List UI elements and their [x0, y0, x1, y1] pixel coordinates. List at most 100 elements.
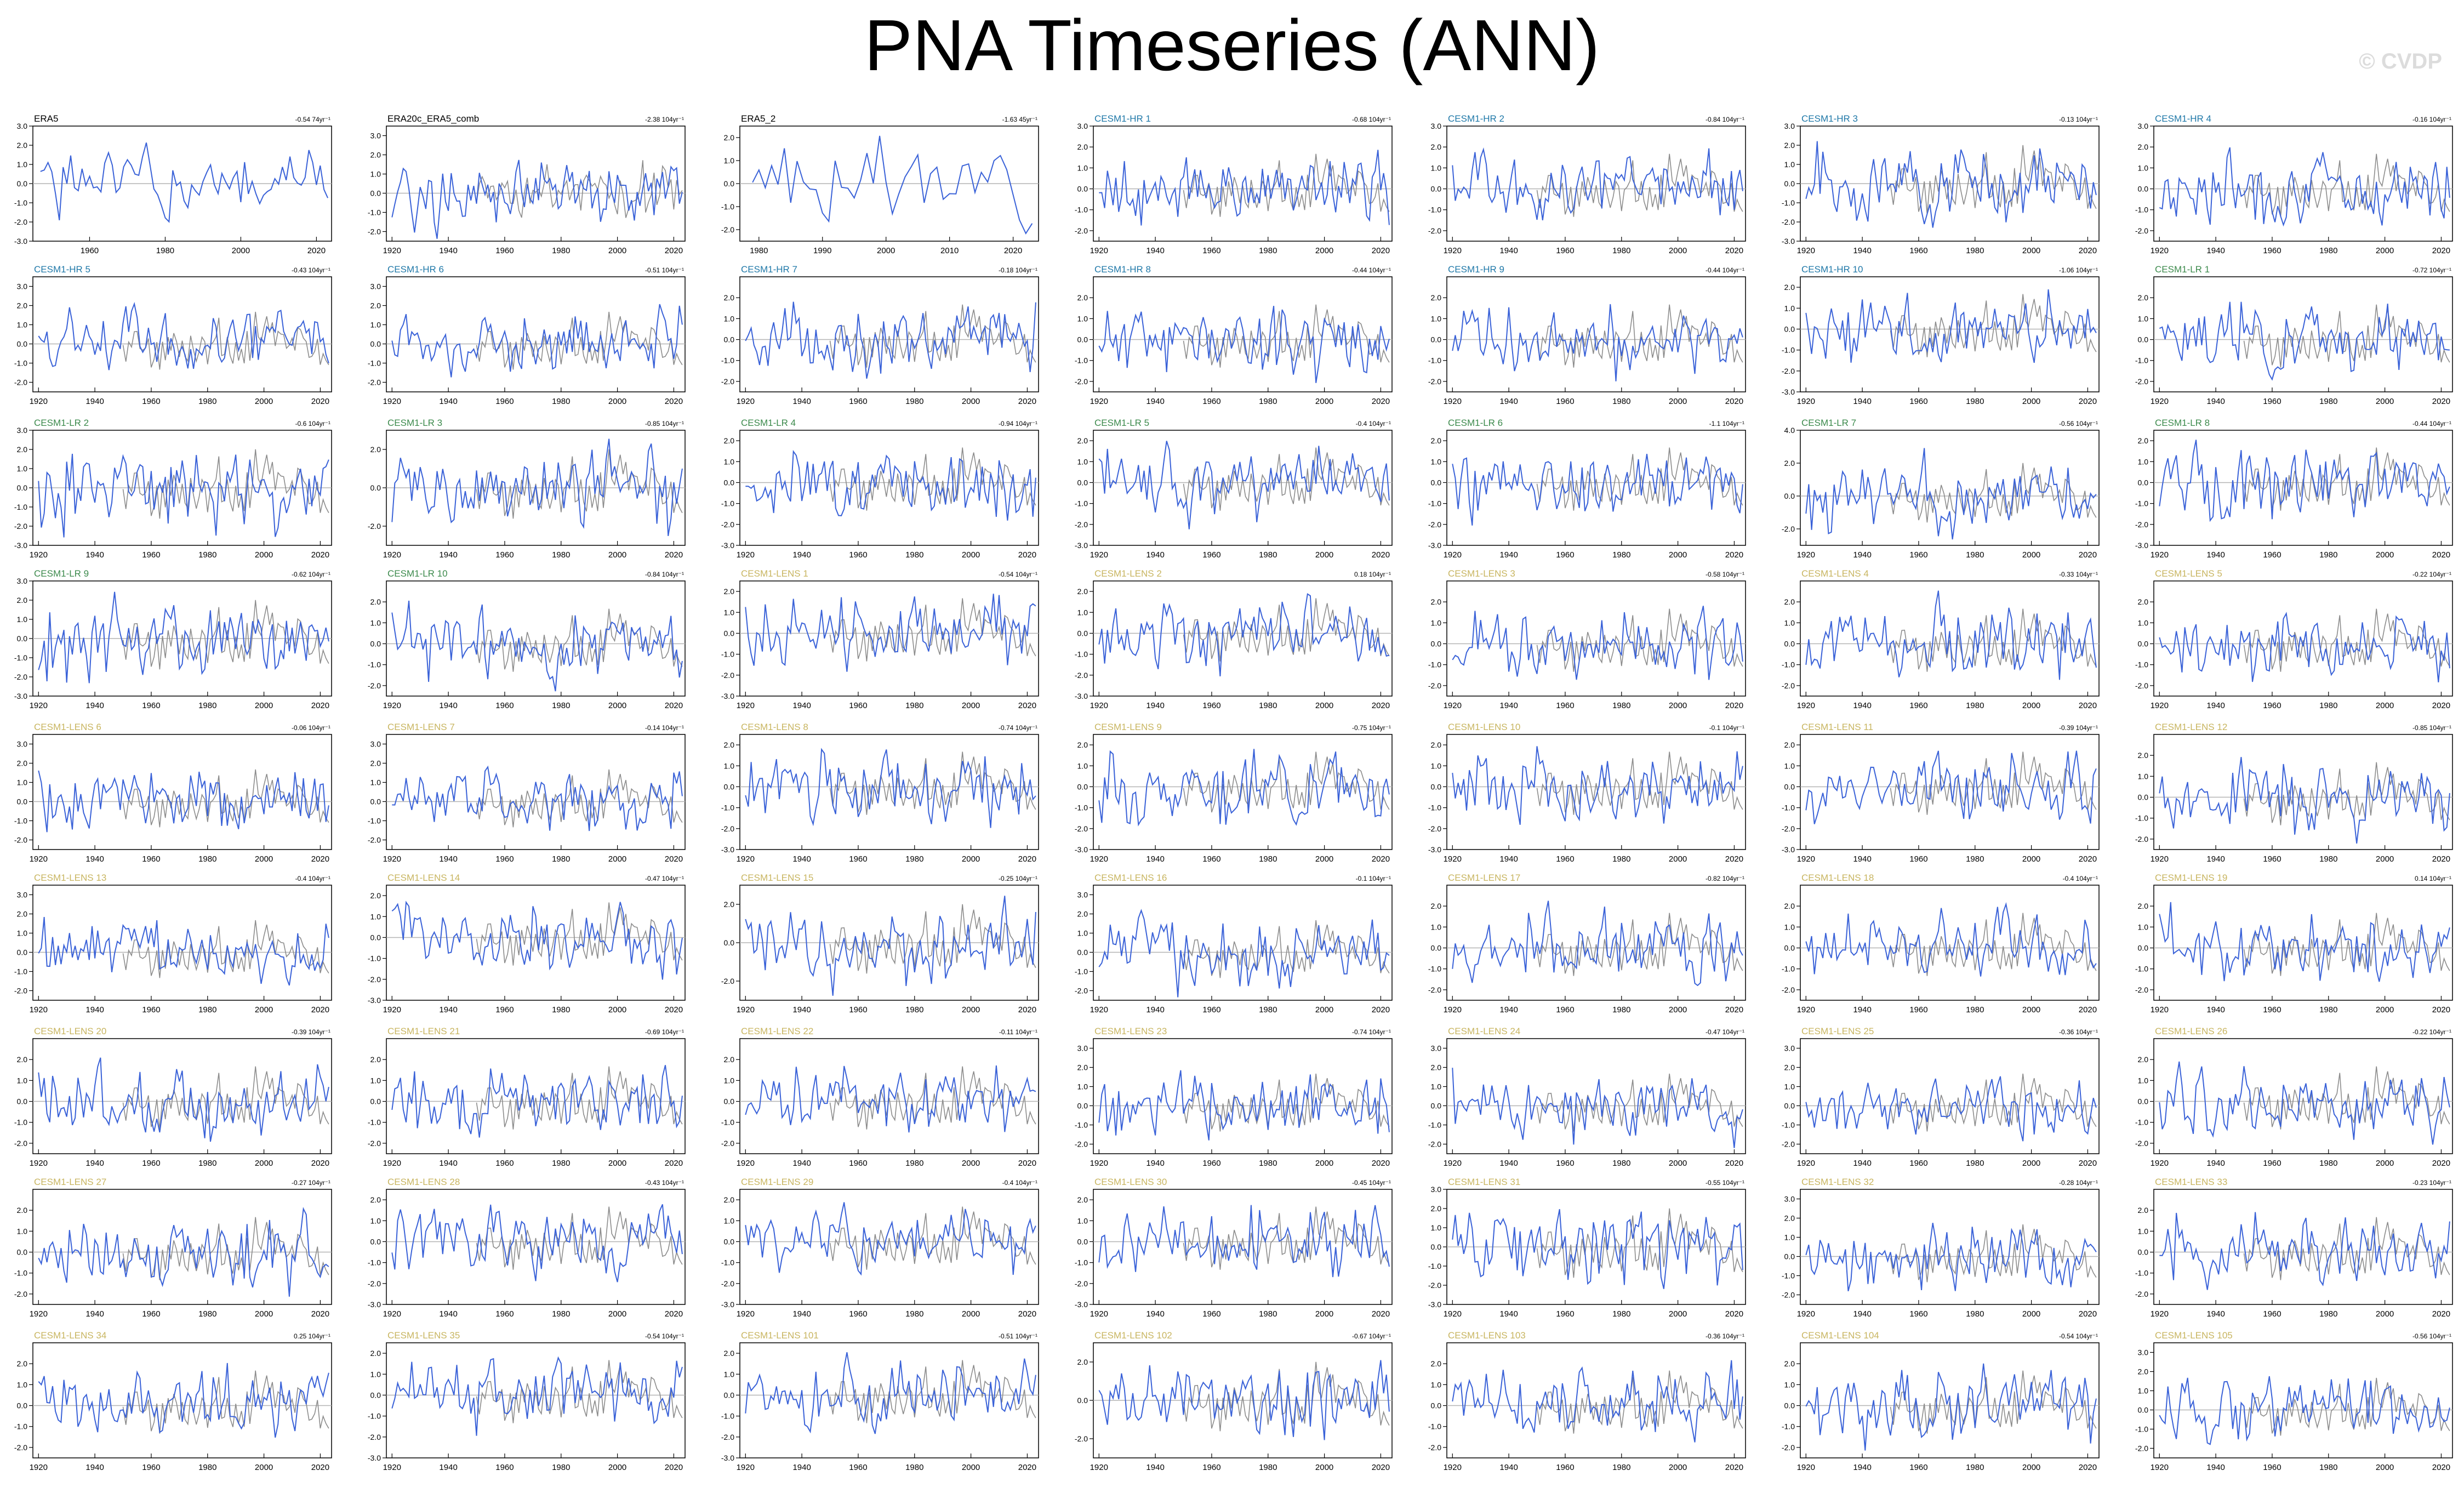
y-tick-label: 3.0	[17, 891, 28, 899]
panel-label: CESM1-LENS 9	[1094, 722, 1162, 732]
panel-cesm1-lens-102: CESM1-LENS 102 -0.67 104yr⁻¹ -2.0 0.0 2.0 192…	[1075, 1330, 1393, 1472]
panel-label: CESM1-LENS 102	[1094, 1330, 1172, 1341]
x-tick-label: 2020	[2079, 1463, 2097, 1472]
y-tick-label: -3.0	[368, 1300, 381, 1309]
x-tick-label: 1940	[792, 550, 811, 560]
x-tick-label: 2000	[1669, 701, 1687, 710]
y-tick-label: -2.0	[721, 520, 734, 529]
x-tick-label: 1940	[1499, 1309, 1518, 1319]
observed-series-line	[476, 160, 683, 218]
plot-frame	[386, 734, 686, 850]
y-tick-label: 0.0	[1431, 478, 1442, 487]
y-tick-label: 1.0	[1431, 922, 1442, 931]
x-tick-label: 2000	[1315, 550, 1333, 560]
plot-frame	[1093, 276, 1393, 392]
x-tick-label: 2020	[311, 550, 329, 560]
x-tick-label: 2000	[877, 246, 895, 255]
x-tick-label: 2020	[2432, 246, 2450, 255]
x-tick-label: 1940	[1499, 854, 1518, 864]
panel-label: CESM1-LR 2	[34, 418, 89, 428]
x-tick-label: 1920	[1797, 1463, 1815, 1472]
x-tick-label: 1920	[2151, 397, 2169, 406]
panel-label: CESM1-LENS 104	[1801, 1330, 1879, 1341]
y-tick-label: 3.0	[1077, 1044, 1088, 1053]
panel-cesm1-lens-22: CESM1-LENS 22 -0.11 104yr⁻¹ -2.0 -1.0 0.0 1.0…	[721, 1026, 1039, 1168]
y-tick-label: 3.0	[1077, 122, 1088, 130]
panel-cesm1-lens-17: CESM1-LENS 17 -0.82 104yr⁻¹ -2.0 -1.0 0.0 1.0…	[1428, 873, 1746, 1014]
x-tick-label: 2020	[2432, 1463, 2450, 1472]
pna-series-line	[745, 1202, 1036, 1276]
y-tick-label: 1.0	[1784, 1380, 1795, 1389]
x-tick-label: 1940	[1853, 1463, 1871, 1472]
pna-series-line	[40, 143, 329, 223]
x-tick-label: 2000	[1669, 1309, 1687, 1319]
y-tick-label: 2.0	[370, 1195, 381, 1204]
x-tick-label: 2000	[232, 246, 250, 255]
trend-label: -0.39 104yr⁻¹	[292, 1028, 330, 1036]
y-tick-label: 0.0	[2138, 185, 2149, 193]
y-tick-label: 1.0	[2138, 618, 2149, 627]
observed-series-line	[1536, 913, 1743, 976]
x-tick-label: 1980	[198, 701, 216, 710]
observed-series-line	[122, 1217, 329, 1280]
plot-frame	[1446, 126, 1746, 242]
panel-cesm1-lens-3: CESM1-LENS 3 -0.58 104yr⁻¹ -2.0 -1.0 0.0 1.0 2…	[1428, 568, 1746, 710]
x-tick-label: 2000	[2376, 1005, 2394, 1014]
x-tick-label: 2000	[255, 701, 273, 710]
trend-label: -0.68 104yr⁻¹	[1352, 116, 1391, 123]
x-tick-label: 1960	[1909, 550, 1927, 560]
panel-cesm1-lr-9: CESM1-LR 9 -0.62 104yr⁻¹ -3.0 -2.0 -1.0 0.0 1.…	[14, 568, 332, 710]
y-tick-label: 1.0	[1077, 163, 1088, 172]
plot-frame	[1446, 1342, 1746, 1458]
panel-label: CESM1-LR 9	[34, 568, 89, 579]
y-tick-label: 2.0	[370, 1055, 381, 1064]
y-tick-label: -2.0	[1782, 1443, 1795, 1452]
observed-series-line	[2243, 1217, 2450, 1280]
x-tick-label: 1980	[905, 1463, 923, 1472]
panel-label: CESM1-LENS 21	[387, 1026, 460, 1036]
panel-label: CESM1-LENS 8	[741, 722, 808, 732]
observed-series-line	[1536, 447, 1743, 511]
y-tick-label: 0.0	[1784, 944, 1795, 953]
x-tick-label: 1920	[1090, 854, 1108, 864]
x-tick-label: 1940	[2206, 854, 2225, 864]
x-tick-label: 1920	[737, 550, 755, 560]
observed-series-line	[2243, 304, 2450, 368]
y-tick-label: 0.0	[370, 933, 381, 942]
x-tick-label: 1940	[792, 854, 811, 864]
x-tick-label: 2000	[1669, 397, 1687, 406]
x-tick-label: 1980	[198, 397, 216, 406]
pna-series-line	[38, 917, 329, 986]
y-tick-label: -1.0	[721, 650, 734, 659]
observed-series-line	[829, 1206, 1036, 1270]
x-tick-label: 2000	[1315, 397, 1333, 406]
y-tick-label: 0.0	[1431, 335, 1442, 344]
panel-label: CESM1-LENS 25	[1801, 1026, 1874, 1036]
x-tick-label: 1940	[1499, 397, 1518, 406]
x-tick-label: 1960	[1909, 1463, 1927, 1472]
trend-label: -0.47 104yr⁻¹	[1706, 1028, 1744, 1036]
panel-cesm1-hr-1: CESM1-HR 1 -0.68 104yr⁻¹ -2.0 -1.0 0.0 1.0 2.0…	[1075, 113, 1393, 255]
pna-series-line	[745, 748, 1036, 828]
panel-cesm1-lens-104: CESM1-LENS 104 -0.54 104yr⁻¹ -2.0 -1.0 0.0 1.…	[1782, 1330, 2100, 1472]
y-tick-label: -2.0	[1075, 1434, 1088, 1443]
plot-frame	[2153, 1342, 2453, 1458]
y-tick-label: -2.0	[2135, 681, 2148, 690]
pna-series-line	[1098, 306, 1390, 383]
y-tick-label: 1.0	[2138, 163, 2149, 172]
x-tick-label: 1940	[439, 1309, 457, 1319]
y-tick-label: 1.0	[2138, 457, 2149, 466]
panel-cesm1-lens-18: CESM1-LENS 18 -0.4 104yr⁻¹ -2.0 -1.0 0.0 1.0 2…	[1782, 873, 2100, 1014]
x-tick-label: 2000	[962, 397, 980, 406]
y-tick-label: -2.0	[14, 672, 27, 681]
y-tick-label: 2.0	[1431, 597, 1442, 606]
observed-series-line	[2243, 1377, 2450, 1436]
y-tick-label: 2.0	[1784, 283, 1795, 292]
panel-label: CESM1-HR 4	[2155, 113, 2211, 124]
panel-cesm1-lens-1: CESM1-LENS 1 -0.54 104yr⁻¹ -3.0 -2.0 -1.0 0.0…	[721, 568, 1039, 710]
y-tick-label: -2.0	[1428, 226, 1441, 235]
y-tick-label: -2.0	[1075, 1140, 1088, 1149]
y-tick-label: -1.0	[1428, 660, 1441, 669]
x-tick-label: 2020	[1372, 1159, 1390, 1168]
y-tick-label: -1.0	[721, 1258, 734, 1267]
